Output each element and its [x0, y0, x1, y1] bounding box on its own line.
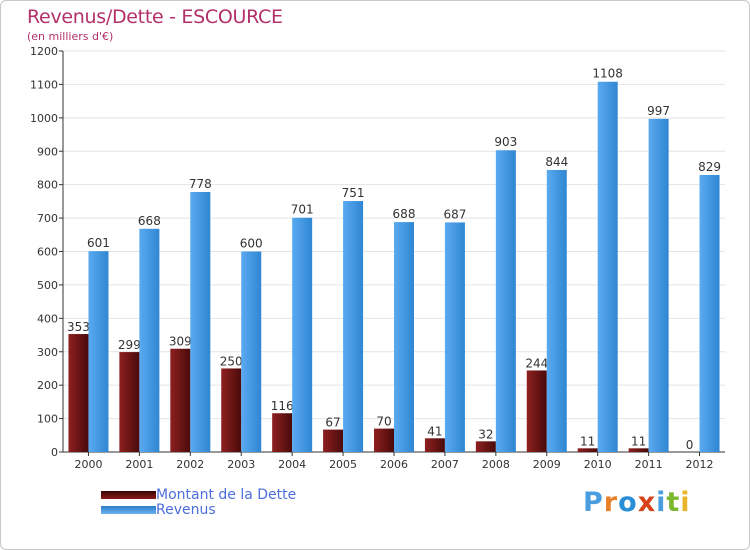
y-tick-label: 900	[37, 145, 58, 158]
data-label-dette: 41	[427, 424, 442, 438]
x-tick-label: 2001	[125, 458, 153, 471]
bar-dette	[119, 352, 140, 452]
chart-subtitle: (en milliers d'€)	[27, 30, 114, 43]
x-tick-label: 2002	[176, 458, 204, 471]
legend-label-revenus: Revenus	[156, 502, 216, 518]
data-label-dette: 11	[580, 434, 595, 448]
bar-dette	[272, 413, 293, 452]
data-label-dette: 353	[67, 320, 90, 334]
y-tick-label: 0	[51, 446, 58, 459]
brand-letter: x	[637, 487, 657, 518]
x-tick-label: 2009	[533, 458, 561, 471]
data-label-dette: 0	[686, 438, 694, 452]
data-label-dette: 116	[271, 399, 294, 413]
y-tick-label: 300	[37, 346, 58, 359]
brand-letter: t	[666, 487, 681, 518]
legend-swatch-dette	[101, 491, 156, 499]
legend-label-dette: Montant de la Dette	[156, 487, 297, 503]
x-tick-label: 2011	[635, 458, 663, 471]
bar-dette	[526, 370, 547, 452]
chart-title: Revenus/Dette - ESCOURCE	[27, 6, 283, 28]
y-tick-label: 600	[37, 246, 58, 259]
y-tick-label: 1200	[30, 45, 58, 58]
bar-revenus	[597, 81, 618, 452]
x-tick-label: 2012	[686, 458, 714, 471]
data-label-dette: 309	[169, 335, 192, 349]
data-label-dette: 244	[525, 356, 548, 370]
bar-dette	[577, 448, 598, 452]
data-label-revenus: 688	[393, 207, 416, 221]
bar-dette	[475, 441, 496, 452]
y-tick-label: 500	[37, 279, 58, 292]
y-tick-label: 1100	[30, 78, 58, 91]
data-label-dette: 299	[118, 338, 141, 352]
brand-letter: i	[680, 487, 691, 518]
brand-letter: P	[583, 487, 604, 518]
data-label-dette: 250	[220, 354, 243, 368]
data-label-revenus: 778	[189, 177, 212, 191]
bar-revenus	[343, 201, 364, 452]
y-tick-label: 400	[37, 312, 58, 325]
bar-revenus	[139, 228, 160, 452]
data-label-revenus: 701	[291, 203, 314, 217]
y-tick-label: 200	[37, 379, 58, 392]
y-tick-label: 1000	[30, 112, 58, 125]
data-label-revenus: 829	[698, 160, 721, 174]
data-label-dette: 67	[325, 416, 340, 430]
data-label-dette: 11	[631, 434, 646, 448]
bar-revenus	[699, 174, 720, 452]
brand-letter: o	[618, 487, 638, 518]
bar-dette	[424, 438, 445, 452]
x-tick-label: 2007	[431, 458, 459, 471]
legend-swatch-revenus	[101, 506, 156, 514]
bar-dette	[323, 429, 344, 452]
data-label-revenus: 903	[494, 135, 517, 149]
data-label-revenus: 997	[647, 104, 670, 118]
x-tick-label: 2008	[482, 458, 510, 471]
y-tick-label: 700	[37, 212, 58, 225]
bar-revenus	[190, 192, 211, 453]
x-tick-label: 2003	[227, 458, 255, 471]
data-label-revenus: 668	[138, 214, 161, 228]
proxiti-logo: Proxiti	[583, 487, 691, 518]
bar-revenus	[241, 251, 262, 452]
bar-dette	[170, 348, 191, 452]
bar-dette	[374, 428, 394, 452]
bar-revenus	[292, 217, 313, 452]
bar-dette	[68, 334, 89, 452]
data-label-revenus: 601	[87, 236, 110, 250]
data-label-revenus: 600	[240, 237, 263, 251]
bar-revenus	[546, 169, 567, 453]
x-tick-label: 2005	[329, 458, 357, 471]
bar-revenus	[394, 222, 414, 452]
data-label-revenus: 844	[545, 155, 568, 169]
y-tick-label: 800	[37, 179, 58, 192]
x-tick-label: 2004	[278, 458, 306, 471]
bar-dette	[628, 448, 649, 452]
brand-letter: i	[656, 487, 667, 518]
bar-revenus	[648, 118, 669, 453]
bar-dette	[221, 368, 242, 452]
x-tick-label: 2006	[380, 458, 408, 471]
x-tick-label: 2000	[74, 458, 102, 471]
data-label-revenus: 751	[342, 186, 365, 200]
x-tick-label: 2010	[584, 458, 612, 471]
bar-revenus	[88, 251, 109, 452]
brand-letter: r	[603, 487, 619, 518]
data-label-revenus: 1108	[592, 67, 623, 81]
y-tick-label: 100	[37, 413, 58, 426]
bar-revenus	[444, 222, 465, 452]
data-label-revenus: 687	[443, 207, 466, 221]
bar-revenus	[495, 150, 516, 452]
data-label-dette: 32	[478, 427, 493, 441]
data-label-dette: 70	[376, 415, 391, 429]
